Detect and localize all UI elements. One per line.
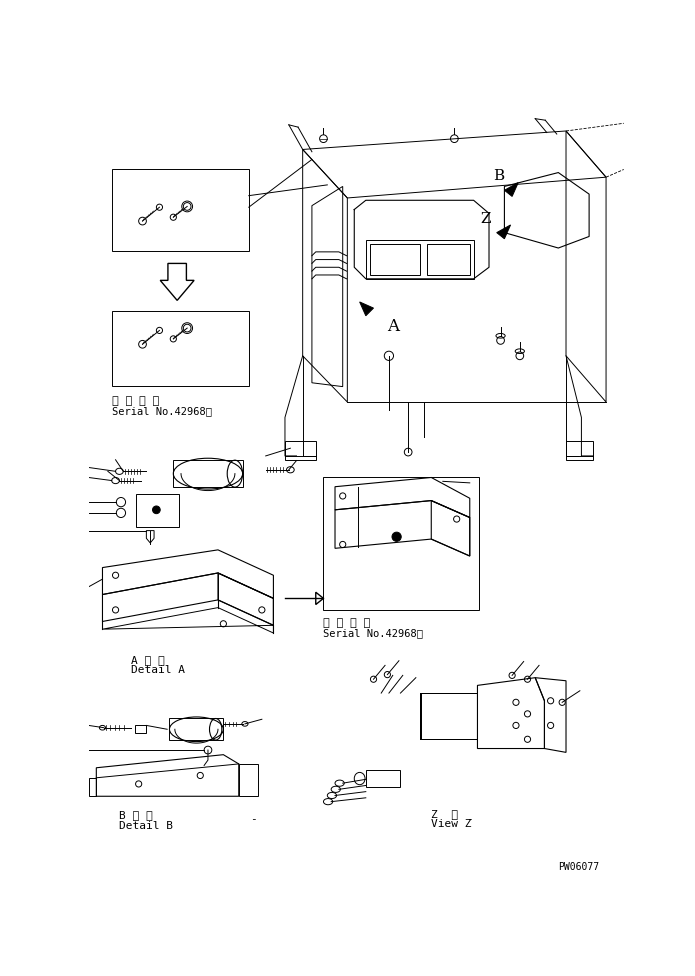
Text: Detail B: Detail B bbox=[120, 821, 174, 831]
Text: B: B bbox=[493, 170, 505, 183]
Bar bbox=[135, 725, 147, 733]
Text: -: - bbox=[466, 814, 473, 824]
Polygon shape bbox=[497, 224, 511, 239]
Polygon shape bbox=[359, 302, 373, 316]
Text: View Z: View Z bbox=[432, 820, 472, 830]
Bar bbox=[136, 495, 179, 527]
Bar bbox=[366, 770, 400, 787]
Text: A: A bbox=[386, 318, 399, 335]
Text: Z: Z bbox=[480, 212, 491, 225]
Polygon shape bbox=[316, 592, 323, 604]
Text: Z  視: Z 視 bbox=[432, 808, 458, 819]
Text: -: - bbox=[250, 814, 257, 824]
Text: A 詳 細: A 詳 細 bbox=[131, 655, 165, 665]
Text: PW06077: PW06077 bbox=[558, 863, 599, 873]
Circle shape bbox=[152, 506, 161, 513]
Bar bbox=[323, 477, 479, 610]
Polygon shape bbox=[161, 264, 194, 301]
Text: Serial No.42968～: Serial No.42968～ bbox=[323, 629, 423, 638]
Text: Serial No.42968～: Serial No.42968～ bbox=[112, 407, 212, 417]
Circle shape bbox=[392, 532, 401, 542]
Bar bbox=[420, 693, 421, 739]
Bar bbox=[112, 169, 249, 251]
Text: B 詳 細: B 詳 細 bbox=[120, 810, 153, 820]
Text: Detail A: Detail A bbox=[131, 666, 185, 675]
Text: 適 用 号 機: 適 用 号 機 bbox=[112, 396, 159, 406]
Text: 適 用 号 機: 適 用 号 機 bbox=[323, 618, 370, 628]
Bar bbox=[420, 693, 477, 739]
Bar bbox=[112, 311, 249, 386]
Polygon shape bbox=[505, 183, 518, 196]
